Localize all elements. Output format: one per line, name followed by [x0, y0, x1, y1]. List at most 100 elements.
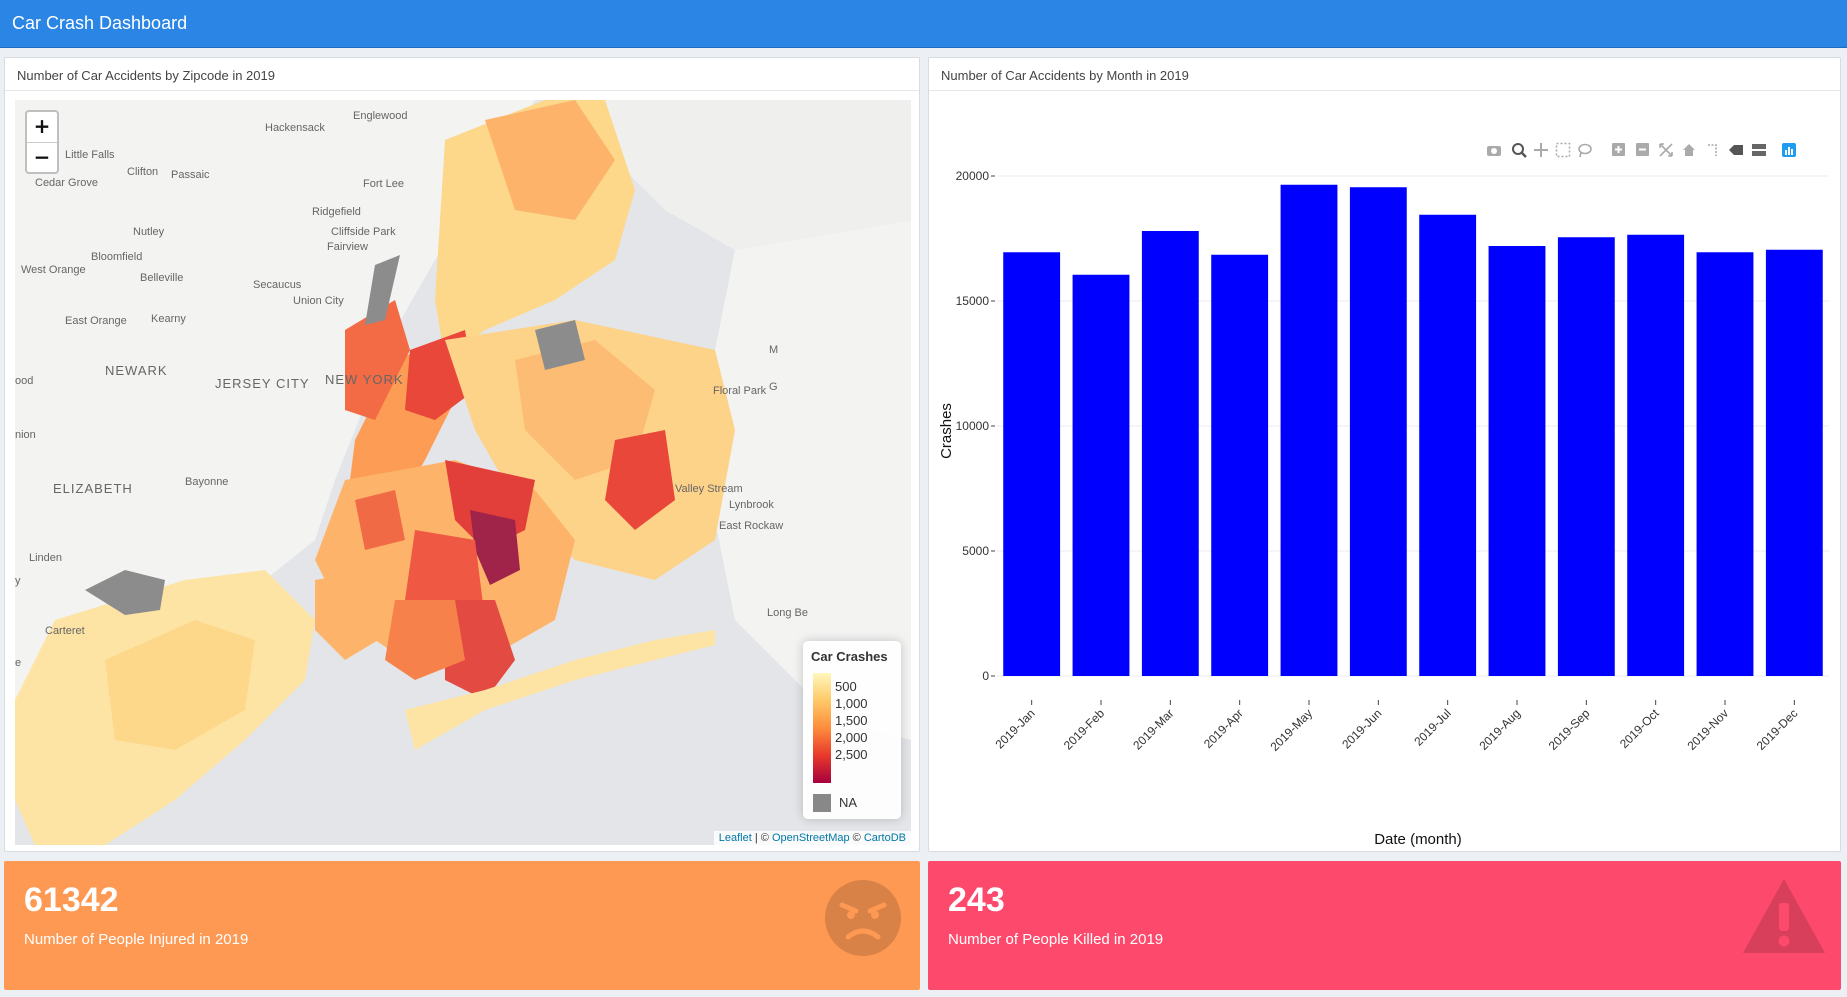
- zoom-in-icon[interactable]: [1612, 143, 1625, 156]
- map-place-label: NEW YORK: [325, 372, 404, 387]
- bar-2019-jan[interactable]: [1003, 252, 1061, 676]
- bar-2019-apr[interactable]: [1211, 254, 1269, 676]
- legend-tick: 1,000: [835, 696, 868, 711]
- legend-na-swatch: [813, 794, 831, 812]
- map-place-label: ood: [15, 375, 33, 387]
- x-tick-label: 2019-Dec: [1754, 706, 1801, 753]
- lasso-icon[interactable]: [1578, 143, 1592, 158]
- map-place-label: East Orange: [65, 315, 127, 327]
- plotly-modebar: [1487, 142, 1796, 158]
- map-place-label: Fort Lee: [363, 178, 404, 190]
- choropleth-map[interactable]: Englewood Hackensack Little Falls Clifton Pa…: [15, 100, 911, 845]
- x-tick-label: 2019-Jan: [993, 706, 1038, 751]
- map-place-label: JERSEY CITY: [215, 376, 310, 391]
- attribution-separator: ©: [849, 832, 864, 844]
- map-place-label: M: [769, 344, 778, 356]
- spike-lines-icon[interactable]: [1708, 144, 1717, 156]
- legend-tick: 1,500: [835, 713, 868, 728]
- app-title: Car Crash Dashboard: [12, 13, 188, 33]
- camera-icon[interactable]: [1487, 146, 1501, 156]
- pan-icon[interactable]: [1534, 143, 1548, 157]
- zoom-out-icon[interactable]: [1636, 143, 1649, 156]
- x-tick-label: 2019-Oct: [1617, 706, 1662, 751]
- attribution-separator: | ©: [751, 832, 772, 844]
- zoom-in-button[interactable]: +: [33, 114, 51, 138]
- injured-label: Number of People Injured in 2019: [24, 931, 249, 948]
- map-place-label: y: [15, 575, 21, 587]
- x-tick-label: 2019-Sep: [1546, 706, 1593, 753]
- bar-2019-mar[interactable]: [1141, 231, 1199, 676]
- map-place-label: Union City: [293, 295, 344, 307]
- map-place-label: Bayonne: [185, 476, 228, 488]
- bar-2019-nov[interactable]: [1696, 252, 1754, 676]
- map-place-label: Lynbrook: [729, 499, 774, 511]
- injured-value-box: 61342 Number of People Injured in 2019: [4, 861, 920, 990]
- angry-face-icon: [825, 880, 901, 956]
- bar-2019-jul[interactable]: [1419, 214, 1477, 676]
- map-place-label: ELIZABETH: [53, 481, 133, 496]
- x-tick-label: 2019-Nov: [1684, 706, 1731, 753]
- autoscale-icon[interactable]: [1659, 143, 1673, 157]
- bar-2019-oct[interactable]: [1627, 234, 1685, 676]
- map-place-label: Linden: [29, 552, 62, 564]
- x-tick-label: 2019-Jul: [1411, 706, 1453, 748]
- app-title-bar: Car Crash Dashboard: [0, 0, 1847, 48]
- legend-tick: 500: [835, 679, 857, 694]
- map-place-label: Kearny: [151, 313, 186, 325]
- legend-title: Car Crashes: [811, 649, 888, 664]
- map-place-label: e: [15, 657, 21, 669]
- home-icon[interactable]: [1683, 144, 1695, 156]
- legend-na-label: NA: [839, 795, 858, 810]
- x-tick-label: 2019-Aug: [1476, 706, 1523, 753]
- map-place-label: Carteret: [45, 625, 85, 637]
- bar-2019-jun[interactable]: [1349, 187, 1407, 676]
- map-place-label: Long Be: [767, 607, 808, 619]
- map-place-label: Belleville: [140, 272, 183, 284]
- map-place-label: Nutley: [133, 226, 165, 238]
- killed-count: 243: [948, 881, 1005, 919]
- plotly-logo-icon[interactable]: [1782, 143, 1796, 157]
- y-tick-label: 5000: [962, 544, 989, 558]
- map-canvas[interactable]: Englewood Hackensack Little Falls Clifton Pa…: [15, 100, 911, 845]
- map-zoom-control: + −: [25, 110, 59, 174]
- map-place-label: G: [769, 381, 778, 393]
- zoom-out-button[interactable]: −: [27, 142, 57, 172]
- box-select-icon[interactable]: [1555, 142, 1571, 158]
- injured-count: 61342: [24, 881, 119, 919]
- bar-2019-may[interactable]: [1280, 184, 1338, 676]
- y-axis-label: Crashes: [938, 403, 955, 459]
- map-place-label: Bloomfield: [91, 251, 142, 263]
- x-tick-label: 2019-Jun: [1339, 706, 1384, 751]
- bar-2019-sep[interactable]: [1557, 237, 1615, 676]
- chart-panel-title: Number of Car Accidents by Month in 2019: [929, 58, 1840, 91]
- zoom-icon[interactable]: [1512, 143, 1527, 158]
- map-place-label: Ridgefield: [312, 206, 361, 218]
- map-place-label: Passaic: [171, 169, 210, 181]
- map-place-label: Fairview: [327, 241, 368, 253]
- y-tick-label: 10000: [956, 419, 990, 433]
- x-tick-label: 2019-Apr: [1201, 706, 1246, 751]
- map-place-label: Floral Park: [713, 385, 767, 397]
- map-panel-title: Number of Car Accidents by Zipcode in 20…: [5, 58, 919, 91]
- map-place-label: Cliffside Park: [331, 226, 396, 238]
- map-place-label: Valley Stream: [675, 483, 743, 495]
- cartodb-link[interactable]: CartoDB: [863, 832, 906, 844]
- map-panel: Number of Car Accidents by Zipcode in 20…: [4, 57, 920, 852]
- leaflet-link[interactable]: Leaflet: [718, 832, 752, 844]
- y-tick-label: 20000: [956, 169, 990, 183]
- legend-color-scale: [813, 673, 831, 783]
- openstreetmap-link[interactable]: OpenStreetMap: [771, 832, 850, 844]
- bar-2019-feb[interactable]: [1072, 274, 1130, 676]
- bar-chart[interactable]: 0 5000 10000 15000 20000 2019-Jan 2019-Feb 201…: [929, 91, 1840, 851]
- legend-tick: 2,500: [835, 747, 868, 762]
- map-attribution: Leaflet | © OpenStreetMap © CartoDB: [713, 831, 911, 845]
- y-tick-label: 15000: [956, 294, 990, 308]
- map-place-label: Cedar Grove: [35, 177, 98, 189]
- map-place-label: nion: [15, 429, 36, 441]
- legend-tick: 2,000: [835, 730, 868, 745]
- hover-closest-icon[interactable]: [1729, 145, 1743, 155]
- bar-2019-dec[interactable]: [1765, 249, 1823, 676]
- hover-compare-icon[interactable]: [1752, 144, 1766, 156]
- bar-2019-aug[interactable]: [1488, 246, 1546, 676]
- killed-value-box: 243 Number of People Killed in 2019: [928, 861, 1841, 990]
